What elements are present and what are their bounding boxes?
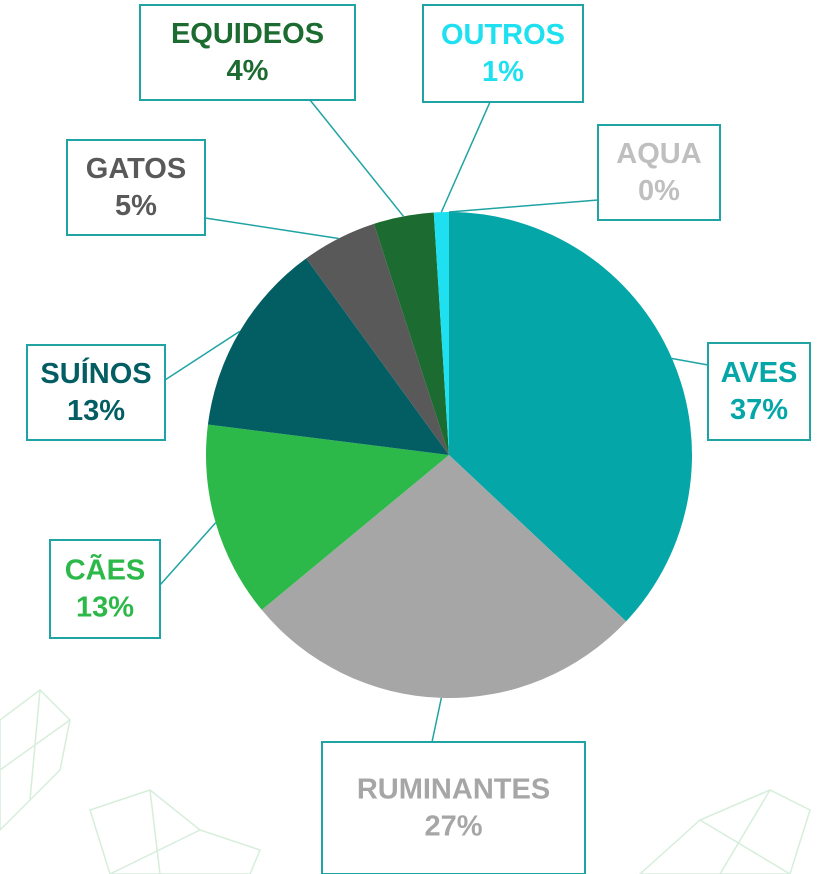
value-label: 13%: [76, 592, 134, 624]
value-label: 27%: [424, 811, 482, 843]
label-box: [66, 139, 206, 236]
labels: AVES 37% RUMINANTES 27% CÃES 13% SUÍNOS 13% GATO…: [26, 4, 811, 874]
slice-label: RUMINANTES: [357, 774, 550, 806]
label-box: [321, 741, 586, 874]
value-label: 1%: [482, 56, 524, 88]
label-box: [597, 124, 721, 221]
pie-slice: [449, 212, 692, 622]
leader-line: [440, 101, 491, 213]
leader-line: [204, 217, 339, 240]
slice-label: CÃES: [65, 553, 146, 587]
value-label: 13%: [67, 395, 125, 427]
label-box: [26, 344, 166, 441]
pie-slice: [433, 212, 449, 455]
label-box: [422, 4, 584, 103]
pie: [206, 212, 692, 698]
value-label: 37%: [730, 394, 788, 426]
slice-label: GATOS: [86, 153, 186, 185]
leader-line: [448, 199, 599, 213]
slice-label: SUÍNOS: [40, 356, 151, 390]
background-decoration: [0, 689, 811, 874]
pie-slice: [306, 223, 449, 455]
leader-line: [309, 99, 405, 217]
pie-slice: [206, 424, 449, 610]
label-box: [707, 342, 811, 441]
pie-slice: [373, 212, 449, 455]
value-label: 0%: [638, 175, 680, 207]
slice-label: OUTROS: [441, 19, 565, 51]
value-label: 4%: [227, 55, 269, 87]
pie-slice: [207, 258, 449, 455]
pie-slice: [261, 455, 627, 698]
label-box: [49, 539, 161, 639]
slice-label: AQUA: [616, 138, 701, 170]
leader-line: [671, 357, 709, 366]
slice-label: EQUIDEOS: [171, 18, 324, 50]
slice-label: AVES: [721, 357, 798, 389]
leader-line: [164, 330, 241, 381]
value-label: 5%: [115, 190, 157, 222]
label-box: [139, 4, 356, 101]
leader-line: [431, 697, 443, 743]
leader-line: [159, 522, 217, 586]
